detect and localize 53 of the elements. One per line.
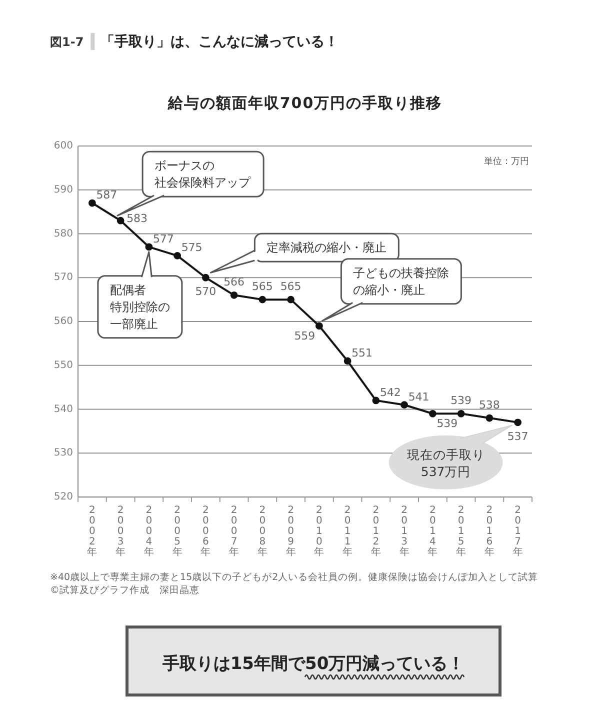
text: ※40歳以上で専業主婦の妻と15歳以下の子どもが2人いる会社員の例。健康保険は協会けんぽ加入として試算	[50, 571, 538, 583]
x-tick-label: 2007年	[229, 505, 240, 558]
data-label: 559	[294, 329, 316, 342]
data-label: 542	[380, 386, 401, 399]
x-tick-label: 2017年	[512, 505, 523, 558]
text: 手取りは15年間で50万円減っている！	[161, 654, 465, 674]
text: 「手取り」は、こんなに減っている！	[100, 33, 339, 50]
x-tick-label: 2012年	[370, 505, 381, 558]
data-label: 575	[181, 241, 202, 254]
y-tick-label: 520	[54, 492, 73, 502]
annotation: 単位：万円	[484, 156, 529, 167]
annotation: 定率減税の縮小・廃止	[266, 240, 387, 255]
data-label: 565	[252, 280, 273, 294]
x-tick-label: 2004年	[144, 505, 154, 558]
y-tick-label: 590	[54, 184, 73, 196]
annotation: 子どもの扶養控除の縮小・廃止	[353, 266, 450, 297]
x-tick-label: 2005年	[172, 505, 182, 558]
x-tick-label: 2013年	[399, 505, 410, 558]
chart-title: 給与の額面年収700万円の手取り推移	[166, 94, 442, 112]
data-label: 570	[195, 285, 216, 298]
x-tick-label: 2003年	[116, 505, 126, 558]
x-tick-label: 2006年	[200, 505, 211, 558]
caption: 図1-7	[50, 35, 84, 49]
x-tick-label: 2009年	[286, 505, 296, 558]
data-label: 583	[126, 212, 148, 226]
text: ©試算及びグラフ作成 深田晶恵	[50, 584, 200, 596]
x-tick-label: 2015年	[456, 505, 466, 558]
data-label: 541	[408, 390, 430, 404]
x-tick-label: 2008年	[257, 505, 268, 558]
x-tick-label: 2016年	[484, 505, 494, 558]
x-tick-label: 2010年	[314, 505, 324, 558]
y-tick-label: 540	[54, 404, 73, 415]
annotation: 現在の手取り537万円	[406, 446, 485, 478]
data-label: 587	[96, 188, 118, 202]
y-tick-label: 600	[54, 140, 73, 152]
data-label: 538	[478, 398, 500, 412]
data-label: 551	[352, 346, 373, 360]
y-tick-label: 550	[54, 360, 73, 371]
data-label: 566	[224, 276, 245, 289]
data-label: 537	[507, 430, 528, 443]
x-tick-label: 2014年	[428, 505, 438, 558]
x-tick-label: 2002年	[87, 505, 98, 558]
data-label: 539	[436, 417, 458, 430]
y-tick-label: 580	[54, 228, 73, 240]
data-label: 539	[450, 394, 472, 408]
annotation: ボーナスの社会保険料アップ	[154, 158, 252, 190]
data-label: 577	[152, 232, 174, 246]
y-tick-label: 560	[54, 316, 73, 327]
annotation: 配偶者特別控除の一部廃止	[110, 282, 170, 331]
y-tick-label: 570	[54, 272, 73, 284]
x-tick-label: 2011年	[342, 505, 353, 558]
data-label: 565	[280, 280, 302, 294]
y-tick-label: 530	[54, 448, 73, 459]
